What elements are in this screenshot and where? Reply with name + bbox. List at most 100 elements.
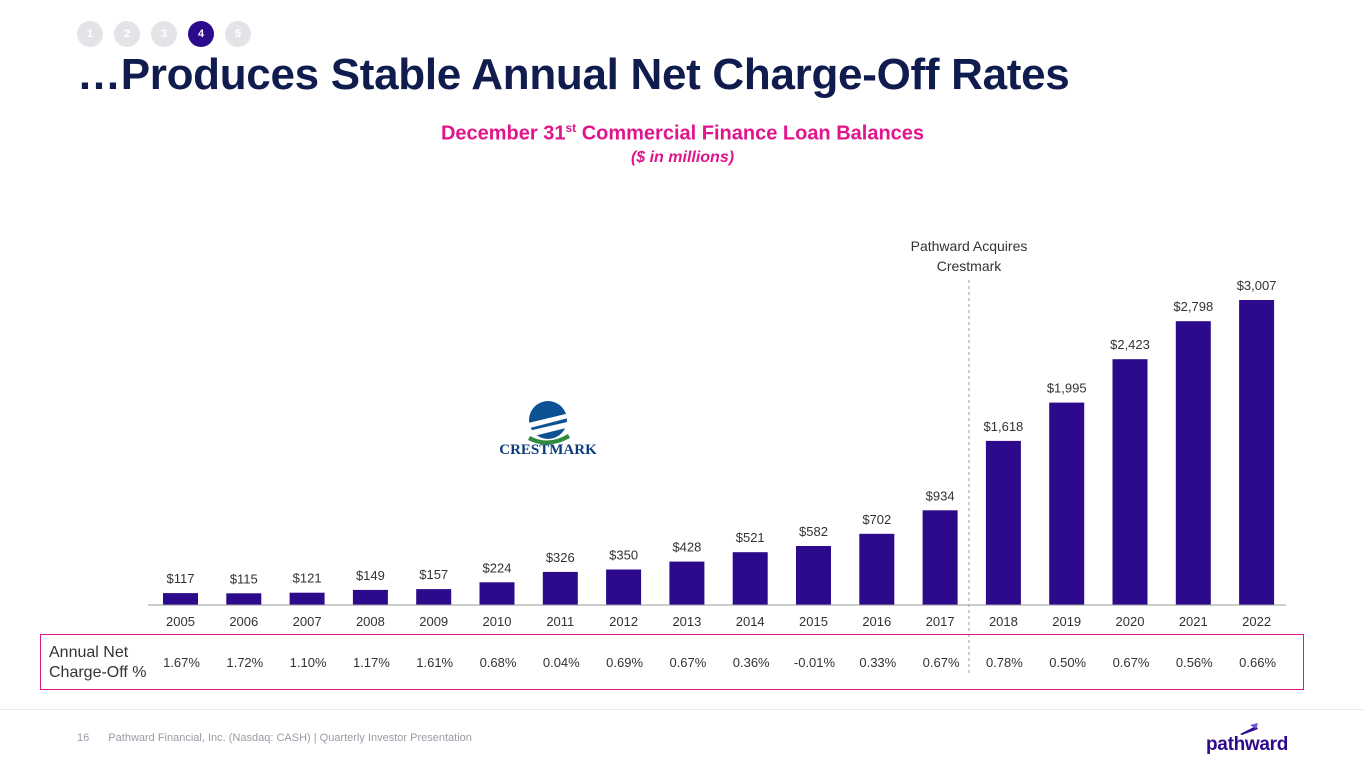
pathward-logo-text: pathward <box>1206 734 1289 755</box>
bar-2009 <box>416 589 452 605</box>
footer-text: Pathward Financial, Inc. (Nasdaq: CASH) … <box>108 732 472 744</box>
x-tick-label: 2010 <box>483 614 512 629</box>
bar-2008 <box>352 589 388 605</box>
bar-2014 <box>732 552 768 605</box>
x-tick-label: 2019 <box>1052 614 1081 629</box>
step-4-active[interactable]: 4 <box>188 21 214 47</box>
charge-off-value-2019: 0.50% <box>1049 655 1087 670</box>
x-tick-label: 2014 <box>736 614 765 629</box>
bar-2006 <box>226 593 262 605</box>
net-charge-off-table: Annual Net Charge-Off % 1.67% 1.72% 1.10% 1… <box>40 634 1304 690</box>
charge-off-value-2005: 1.67% <box>163 655 200 670</box>
bar-2019 <box>1049 402 1085 605</box>
bar-value-label: $121 <box>293 571 322 586</box>
x-tick-label: 2008 <box>356 614 385 629</box>
step-2[interactable]: 2 <box>114 21 140 47</box>
x-tick-label: 2006 <box>229 614 258 629</box>
footer: 16 Pathward Financial, Inc. (Nasdaq: CAS… <box>77 732 472 744</box>
charge-off-value-2017: 0.67% <box>922 655 960 670</box>
crestmark-logo: CRESTMARK <box>494 400 602 458</box>
bar-chart: $117 $115 $121 $149 $157 $224 $326 $350 $428 $521… <box>148 238 1286 676</box>
footer-divider <box>0 709 1365 710</box>
charge-off-value-2006: 1.72% <box>226 655 264 670</box>
bar-value-label: $224 <box>483 560 512 575</box>
bar-2011 <box>542 571 578 605</box>
step-1[interactable]: 1 <box>77 21 103 47</box>
bar-value-label: $1,618 <box>984 419 1024 434</box>
chart-title: December 31st Commercial Finance Loan Ba… <box>0 121 1365 146</box>
bar-value-label: $117 <box>167 571 195 586</box>
bar-value-label: $350 <box>609 548 638 563</box>
chart-units: ($ in millions) <box>630 149 735 166</box>
x-tick-label: 2022 <box>1242 614 1271 629</box>
charge-off-value-2014: 0.36% <box>732 655 770 670</box>
bar-group <box>163 300 1275 605</box>
bar-value-label: $2,423 <box>1110 337 1150 352</box>
step-5[interactable]: 5 <box>225 21 251 47</box>
x-tick-label: 2011 <box>546 614 574 629</box>
x-tick-label: 2017 <box>926 614 955 629</box>
x-tick-label: 2005 <box>166 614 195 629</box>
bar-2005 <box>163 593 198 605</box>
charge-off-value-2011: 0.04% <box>542 655 580 670</box>
value-label-group: $117 $115 $121 $149 $157 $224 $326 $350 $428 $521… <box>167 278 1277 586</box>
charge-off-value-2009: 1.61% <box>416 655 454 670</box>
bar-2010 <box>479 582 515 605</box>
charge-off-value-2010: 0.68% <box>479 655 517 670</box>
crestmark-emblem-icon: CRESTMARK <box>499 401 597 458</box>
net-charge-off-label-line-2: Charge-Off % <box>49 664 147 681</box>
bar-value-label: $582 <box>799 524 828 539</box>
bar-2015 <box>796 546 831 605</box>
annotation-line-1: Pathward Acquires <box>911 238 1028 254</box>
net-charge-off-label: Annual Net Charge-Off % <box>49 643 159 683</box>
charge-off-value-2018: 0.78% <box>985 655 1023 670</box>
x-tick-label: 2018 <box>989 614 1018 629</box>
x-tick-label: 2007 <box>293 614 322 629</box>
page-number: 16 <box>77 732 90 744</box>
chart-title-superscript: st <box>565 121 577 135</box>
bar-2012 <box>606 569 642 605</box>
bar-value-label: $115 <box>230 571 258 586</box>
bar-value-label: $428 <box>672 540 701 555</box>
charge-off-value-2020: 0.67% <box>1112 655 1150 670</box>
bar-2021 <box>1175 321 1211 605</box>
bar-2022 <box>1239 300 1275 605</box>
bar-2016 <box>859 533 895 605</box>
page-title: …Produces Stable Annual Net Charge-Off R… <box>77 50 1070 99</box>
bar-value-label: $2,798 <box>1173 299 1213 314</box>
chart-title-rest: Commercial Finance Loan Balances <box>576 122 925 145</box>
charge-off-value-2012: 0.69% <box>606 655 644 670</box>
x-tick-label: 2021 <box>1179 614 1208 629</box>
charge-off-value-2021: 0.56% <box>1175 655 1213 670</box>
step-3[interactable]: 3 <box>151 21 177 47</box>
charge-off-value-2016: 0.33% <box>859 655 897 670</box>
bar-value-label: $1,995 <box>1047 381 1087 396</box>
charge-off-value-2022: 0.66% <box>1239 655 1277 670</box>
x-tick-label-group: 2005 2006 2007 2008 2009 2010 2011 2012 2013 2014… <box>166 614 1271 629</box>
crestmark-logo-text: CRESTMARK <box>499 442 597 458</box>
bar-value-label: $3,007 <box>1237 278 1277 293</box>
charge-off-value-2008: 1.17% <box>352 655 390 670</box>
bar-value-label: $521 <box>736 530 765 545</box>
chart-title-main: December 31 <box>440 122 566 145</box>
bar-2017 <box>922 510 958 605</box>
bar-value-label: $934 <box>926 488 955 503</box>
x-tick-label: 2020 <box>1116 614 1145 629</box>
pathward-mark-icon <box>1240 723 1258 735</box>
bar-2020 <box>1112 359 1148 605</box>
bar-value-label: $149 <box>356 568 385 583</box>
bar-2018 <box>985 440 1021 605</box>
bar-2007 <box>289 592 325 605</box>
charge-off-value-2013: 0.67% <box>669 655 707 670</box>
x-tick-label: 2016 <box>862 614 891 629</box>
x-tick-label: 2015 <box>799 614 828 629</box>
bar-2013 <box>669 561 705 605</box>
net-charge-off-label-line-1: Annual Net <box>49 644 129 661</box>
pathward-logo: pathward <box>1206 722 1292 756</box>
bar-value-label: $157 <box>419 567 448 582</box>
section-stepper: 1 2 3 4 5 <box>77 21 251 47</box>
x-tick-label: 2012 <box>609 614 638 629</box>
charge-off-value-2015: -0.01% <box>793 655 836 670</box>
bar-value-label: $326 <box>546 550 575 565</box>
bar-value-label: $702 <box>862 512 891 527</box>
